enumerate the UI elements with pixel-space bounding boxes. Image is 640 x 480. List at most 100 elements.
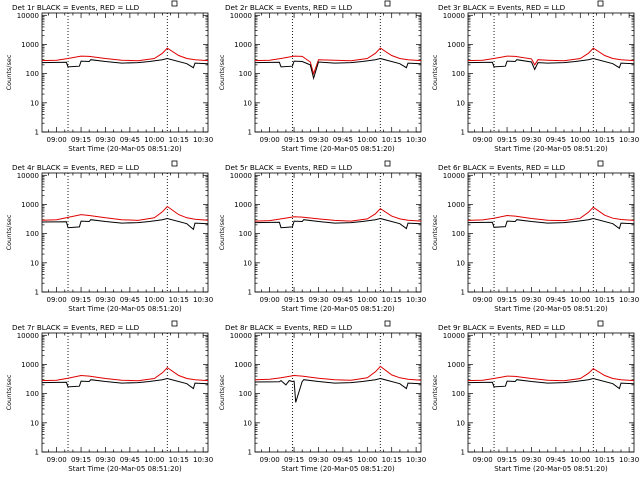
y-tick-label: 1 <box>461 449 465 457</box>
x-tick-label: 09:45 <box>333 136 353 144</box>
y-tick-label: 10000 <box>17 332 39 340</box>
x-tick-label: 10:15 <box>595 296 615 304</box>
plot-frame <box>254 172 422 293</box>
y-tick-label: 1000 <box>234 201 252 209</box>
x-tick-label: 10:30 <box>406 456 426 464</box>
y-tick-label: 10000 <box>17 12 39 20</box>
x-tick-label: 09:15 <box>284 456 304 464</box>
x-tick-label: 10:15 <box>595 456 615 464</box>
plot-frame <box>41 172 209 293</box>
events-series-line <box>467 217 635 230</box>
events-series-line <box>254 57 422 81</box>
y-tick-label: 100 <box>26 70 39 78</box>
panel-marker-box <box>384 160 391 167</box>
x-tick-label: 09:00 <box>47 456 67 464</box>
y-tick-label: 10000 <box>443 12 465 20</box>
x-tick-label: 10:30 <box>619 296 639 304</box>
y-tick-label: 1 <box>35 449 39 457</box>
y-tick-label: 1 <box>35 289 39 297</box>
x-tick-label: 09:15 <box>71 296 91 304</box>
y-tick-label: 10000 <box>443 172 465 180</box>
y-axis-label: Counts/sec <box>218 214 226 250</box>
chart-title: Det 6r BLACK = Events, RED = LLD <box>438 163 566 172</box>
y-tick-label: 10 <box>456 259 465 267</box>
y-tick-label: 100 <box>26 230 39 238</box>
x-tick-label: 09:15 <box>497 456 517 464</box>
x-tick-label: 09:45 <box>333 456 353 464</box>
x-tick-label: 09:00 <box>473 296 493 304</box>
x-tick-label: 10:15 <box>382 456 402 464</box>
x-tick-label: 09:30 <box>521 456 541 464</box>
panel-marker-box <box>597 0 604 7</box>
x-tick-label: 09:30 <box>308 296 328 304</box>
y-tick-label: 10 <box>30 419 39 427</box>
x-tick-label: 09:15 <box>284 296 304 304</box>
panel-marker-box <box>171 160 178 167</box>
x-tick-label: 09:30 <box>95 456 115 464</box>
x-tick-label: 09:30 <box>95 136 115 144</box>
y-tick-label: 10000 <box>17 172 39 180</box>
chart-title: Det 9r BLACK = Events, RED = LLD <box>438 323 566 332</box>
x-tick-label: 09:45 <box>333 296 353 304</box>
detector-panel-4: Det 4r BLACK = Events, RED = LLD 1 10 100 10… <box>0 160 213 320</box>
plot-frame <box>41 12 209 133</box>
y-tick-label: 10 <box>456 99 465 107</box>
detector-panel-7: Det 7r BLACK = Events, RED = LLD 1 10 100 10… <box>0 320 213 480</box>
y-tick-label: 10 <box>243 99 252 107</box>
x-tick-label: 10:30 <box>193 136 213 144</box>
x-tick-label: 09:15 <box>284 136 304 144</box>
chart-title: Det 1r BLACK = Events, RED = LLD <box>12 3 140 12</box>
panel-marker-box <box>597 320 604 327</box>
chart-svg: Det 1r BLACK = Events, RED = LLD 1 10 100 10… <box>5 0 213 153</box>
y-tick-label: 10000 <box>443 332 465 340</box>
chart-svg: Det 2r BLACK = Events, RED = LLD 1 10 100 10… <box>218 0 426 153</box>
events-series-line <box>467 377 635 390</box>
x-tick-label: 09:00 <box>473 136 493 144</box>
events-series-line <box>41 57 209 69</box>
y-axis-label: Counts/sec <box>5 214 13 250</box>
x-axis-label: Start Time (20-Mar-05 08:51:20) <box>281 145 395 153</box>
y-tick-label: 1 <box>248 129 252 137</box>
x-tick-label: 09:45 <box>120 136 140 144</box>
chart-svg: Det 4r BLACK = Events, RED = LLD 1 10 100 10… <box>5 160 213 313</box>
chart-title: Det 5r BLACK = Events, RED = LLD <box>225 163 353 172</box>
y-tick-label: 100 <box>452 230 465 238</box>
x-tick-label: 09:15 <box>497 296 517 304</box>
y-tick-label: 1000 <box>234 41 252 49</box>
x-tick-label: 10:30 <box>406 136 426 144</box>
chart-svg: Det 3r BLACK = Events, RED = LLD 1 10 100 10… <box>431 0 639 153</box>
chart-svg: Det 6r BLACK = Events, RED = LLD 1 10 100 10… <box>431 160 639 313</box>
x-tick-label: 09:30 <box>521 136 541 144</box>
x-tick-label: 09:00 <box>260 456 280 464</box>
chart-title: Det 4r BLACK = Events, RED = LLD <box>12 163 140 172</box>
plot-frame <box>467 332 635 453</box>
y-tick-label: 1000 <box>234 361 252 369</box>
y-tick-label: 1000 <box>21 41 39 49</box>
lld-series-line <box>41 205 209 221</box>
detector-panel-8: Det 8r BLACK = Events, RED = LLD 1 10 100 10… <box>213 320 426 480</box>
events-series-line <box>41 217 209 231</box>
x-tick-label: 09:30 <box>308 456 328 464</box>
plot-frame <box>254 12 422 133</box>
lld-series-line <box>467 47 635 66</box>
x-tick-label: 09:45 <box>546 296 566 304</box>
x-axis-label: Start Time (20-Mar-05 08:51:20) <box>494 145 608 153</box>
detector-panel-1: Det 1r BLACK = Events, RED = LLD 1 10 100 10… <box>0 0 213 160</box>
panel-marker-box <box>384 320 391 327</box>
lld-series-line <box>254 207 422 222</box>
y-axis-label: Counts/sec <box>5 374 13 410</box>
y-axis-label: Counts/sec <box>431 374 439 410</box>
y-tick-label: 1000 <box>447 201 465 209</box>
events-series-line <box>254 217 422 230</box>
y-tick-label: 1 <box>461 289 465 297</box>
x-axis-label: Start Time (20-Mar-05 08:51:20) <box>281 305 395 313</box>
chart-title: Det 8r BLACK = Events, RED = LLD <box>225 323 353 332</box>
y-tick-label: 1000 <box>21 361 39 369</box>
x-tick-label: 10:15 <box>169 296 189 304</box>
chart-title: Det 3r BLACK = Events, RED = LLD <box>438 3 566 12</box>
y-tick-label: 10000 <box>230 332 252 340</box>
x-tick-label: 10:00 <box>144 296 164 304</box>
x-tick-label: 10:30 <box>619 136 639 144</box>
y-tick-label: 10 <box>243 419 252 427</box>
lld-series-line <box>254 47 422 76</box>
